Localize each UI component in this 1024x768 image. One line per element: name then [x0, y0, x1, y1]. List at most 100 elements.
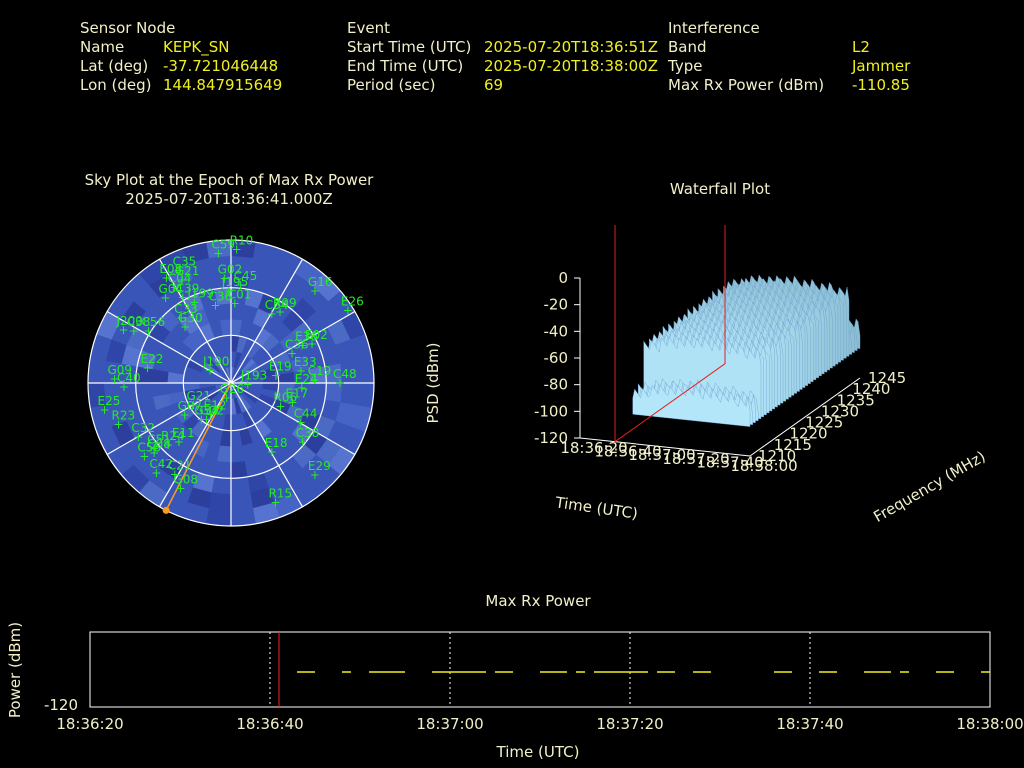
sky-cell [239, 427, 253, 446]
maxpower-x-tick-label: 18:37:20 [596, 715, 663, 733]
sky-cell [350, 405, 372, 432]
time-axis-title: Time (UTC) [553, 493, 639, 523]
satellite: +C04 [168, 272, 192, 295]
satellite-marker: + [163, 438, 173, 452]
sky-cell [203, 390, 219, 404]
satellite-marker: + [188, 398, 198, 412]
sensor-lat-value: -37.721046448 [163, 57, 279, 75]
sky-cell [231, 240, 256, 258]
satellite: +R23 [112, 408, 136, 431]
sky-cell [189, 398, 207, 414]
satellite: +C42 [149, 457, 173, 480]
satellite-label: C39 [176, 282, 200, 296]
satellite-marker: + [160, 291, 170, 305]
maxpower-gridlines [269, 632, 811, 707]
sky-cell [327, 421, 351, 447]
satellite-label: C33 [174, 302, 198, 316]
maxpower-x-tick-label: 18:38:00 [956, 715, 1023, 733]
sky-cell [219, 319, 231, 337]
frequency-tick-label: 1225 [805, 414, 843, 432]
satellite-label: C45 [234, 269, 258, 283]
sensor-name-value: KEPK_SN [163, 38, 230, 56]
satellite-label: E19 [269, 359, 292, 373]
event-heading: Event [347, 19, 390, 37]
sky-cell [139, 480, 168, 507]
sky-cell [182, 334, 201, 353]
psd-tick-label: -20 [544, 296, 569, 314]
satellite-marker: + [114, 417, 124, 431]
satellite-label: C48 [333, 367, 357, 381]
sky-cell [340, 360, 359, 383]
satellite: +C59 [211, 237, 235, 260]
maxpower-y-axis-title: Power (dBm) [6, 622, 24, 718]
satellite: +C44 [294, 407, 318, 430]
sky-cell [245, 372, 263, 381]
sky-cell [236, 396, 247, 413]
satellite: +G07 [178, 399, 203, 422]
sky-cell [149, 272, 176, 298]
sensor-heading: Sensor Node [80, 19, 176, 37]
satellite-label: C59 [211, 237, 235, 251]
sky-cell [168, 391, 187, 405]
satellite: +C56 [141, 315, 165, 338]
sky-cell [335, 402, 357, 427]
interference-type-label: Type [668, 57, 703, 75]
satellite: +E12 [204, 399, 227, 422]
satellite-marker: + [100, 403, 110, 417]
satellite-label: G34 [194, 404, 219, 418]
interference-heading: Interference [668, 19, 760, 37]
satellite-marker: + [335, 376, 345, 390]
satellite-label: C44 [294, 407, 318, 421]
satellite: +G21 [186, 389, 211, 412]
satellite-marker: + [310, 373, 320, 387]
sky-cell [222, 414, 231, 431]
sky-cell [274, 493, 303, 518]
satellite-label: C36 [285, 338, 309, 352]
event-start-label: Start Time (UTC) [347, 38, 472, 56]
sky-cell [243, 390, 259, 404]
satellite-marker: + [109, 372, 119, 386]
satellite: +C36 [285, 338, 309, 361]
sky-cell [190, 327, 208, 347]
sensor-lon-label: Lon (deg) [80, 76, 152, 94]
satellite-marker: + [196, 413, 206, 427]
sky-cell [290, 394, 310, 411]
satellite: +E36 [295, 330, 318, 353]
sky-cell [111, 319, 135, 345]
sky-cell [137, 350, 157, 370]
satellite: +J190 [202, 354, 229, 377]
sky-cell [282, 434, 305, 457]
satellite: +R09 [273, 296, 297, 319]
satellite-label: G07 [178, 399, 203, 413]
satellite: +E11 [172, 426, 195, 449]
sky-cell [286, 468, 313, 494]
satellite: +C48 [333, 367, 357, 390]
satellite: +G34 [194, 404, 219, 427]
satellite: +R06 [274, 391, 298, 414]
satellite-label: G02 [199, 403, 224, 417]
satellite-label: R09 [273, 296, 297, 310]
psd-tick-label: -100 [534, 402, 568, 420]
time-tick-label: 18:38:00 [730, 457, 797, 475]
sky-cell [183, 383, 200, 392]
satellite: +E08 [159, 262, 182, 285]
sky-cell [290, 355, 310, 372]
satellite-label: J200 [115, 314, 142, 328]
sky-cell [254, 419, 272, 439]
satellite-label: J190 [202, 354, 229, 368]
sky-cell [191, 308, 210, 328]
satellite-label: E11 [172, 426, 195, 440]
sky-cell [139, 259, 168, 286]
sky-cell [252, 308, 271, 328]
sky-cell [184, 388, 202, 400]
sky-cell [120, 301, 146, 328]
frequency-tick-label: 1210 [758, 447, 796, 465]
sky-cell [218, 370, 231, 383]
satellite: +G21 [175, 264, 200, 287]
sky-cell [151, 383, 169, 397]
satellite-marker: + [220, 271, 230, 285]
sky-cell [247, 424, 263, 443]
satellite: +C38 [296, 426, 320, 449]
satellite-marker: + [149, 446, 159, 460]
